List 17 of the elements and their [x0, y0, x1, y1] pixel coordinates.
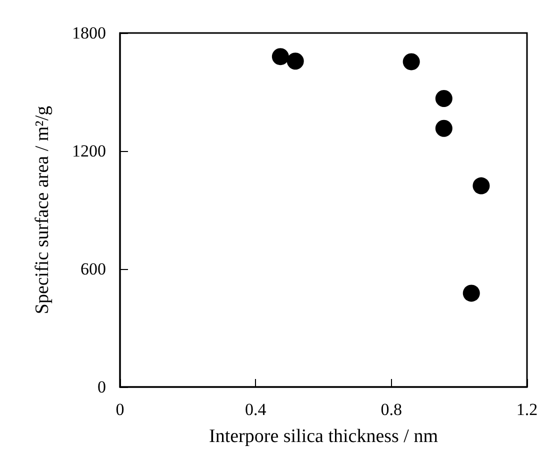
y-tick-label: 1200: [72, 142, 106, 160]
y-axis-title: Specific surface area / m²/g: [32, 105, 53, 314]
point: [472, 177, 490, 194]
y-tick-label: 1800: [72, 24, 106, 42]
x-tick-label: 0.8: [380, 400, 402, 419]
y-tick-label: 600: [80, 260, 106, 278]
point: [435, 90, 452, 107]
point: [272, 48, 289, 66]
x-tick-label: 0: [116, 400, 124, 419]
point: [402, 53, 420, 70]
x-tick-label: 1.2: [516, 400, 538, 419]
point: [435, 120, 452, 137]
x-tick-label: 0.4: [245, 400, 267, 419]
y-tick-label: 0: [98, 378, 106, 396]
x-axis-title: Interpore silica thickness / nm: [209, 426, 438, 447]
point: [286, 52, 304, 70]
point: [462, 284, 480, 302]
